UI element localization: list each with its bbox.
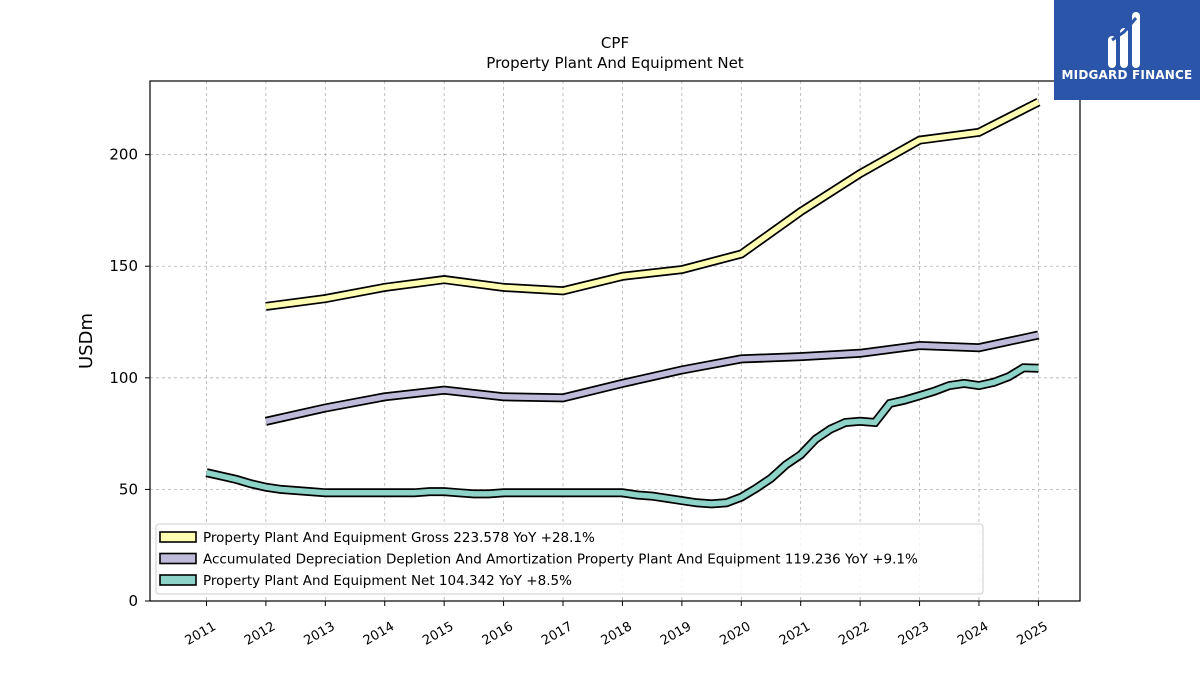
x-tick-label: 2025: [1015, 619, 1051, 649]
y-tick-label: 150: [109, 257, 138, 275]
chart-title: CPF: [601, 34, 629, 52]
x-tick-label: 2023: [896, 619, 932, 649]
x-tick-label: 2011: [183, 619, 219, 649]
y-tick-label: 100: [109, 369, 138, 387]
series-line: [265, 99, 1040, 310]
x-tick-label: 2016: [480, 619, 516, 649]
x-tick-label: 2012: [242, 619, 278, 649]
legend: Property Plant And Equipment Gross 223.5…: [155, 523, 984, 595]
legend-swatch: [159, 574, 197, 586]
y-tick-label: 50: [119, 480, 138, 498]
series-line: [265, 332, 1039, 424]
midgard-logo-icon: [1108, 12, 1140, 68]
grid: [150, 81, 1080, 602]
legend-label: Property Plant And Equipment Gross 223.5…: [203, 530, 595, 546]
x-tick-label: 2014: [361, 619, 397, 649]
x-tick-label: 2022: [836, 619, 872, 649]
series-2: [264, 330, 1040, 426]
x-tick-label: 2018: [599, 619, 635, 649]
y-tick-label: 0: [128, 592, 138, 610]
series-line: [205, 365, 1039, 507]
y-tick-label: 200: [109, 146, 138, 164]
series-layer: [205, 97, 1041, 509]
x-tick-label: 2017: [539, 619, 575, 649]
x-tick-label: 2019: [658, 619, 694, 649]
x-tick-label: 2020: [717, 619, 753, 649]
series-1: [265, 97, 1041, 311]
x-tick-label: 2013: [301, 619, 337, 649]
y-axis-label: USDm: [76, 313, 97, 369]
legend-swatch: [159, 552, 197, 565]
series-3: [205, 363, 1039, 509]
x-tick-label: 2024: [955, 619, 991, 649]
chart-subtitle: Property Plant And Equipment Net: [486, 54, 743, 72]
x-tick-label: 2021: [777, 619, 813, 649]
x-tick-label: 2015: [420, 619, 456, 649]
legend-box: [155, 523, 984, 595]
logo-text: MIDGARD FINANCE: [1061, 68, 1193, 82]
legend-label: Property Plant And Equipment Net 104.342…: [203, 573, 572, 589]
series-line-outline: [265, 97, 1041, 311]
midgard-logo: MIDGARD FINANCE: [1054, 0, 1200, 100]
plot-frame: [149, 80, 1081, 602]
legend-swatch: [159, 531, 197, 543]
legend-label: Accumulated Depreciation Depletion And A…: [203, 552, 918, 568]
